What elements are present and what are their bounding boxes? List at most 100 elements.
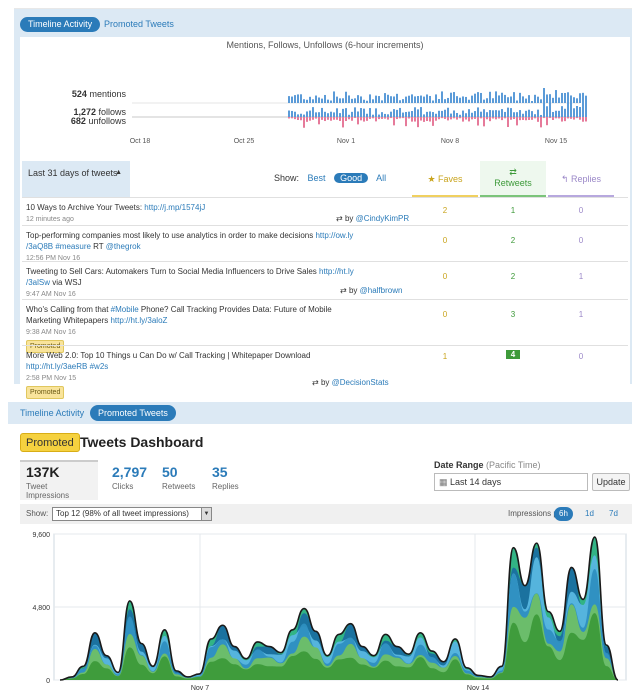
update-button[interactable]: Update	[592, 473, 630, 491]
follows-bar	[321, 107, 323, 117]
unfollows-bar	[546, 117, 548, 126]
tweet-link[interactable]: http://ht.ly/3aeRB #w2s	[26, 362, 109, 371]
unfollows-bar	[498, 117, 500, 119]
calendar-icon: ▦	[439, 477, 448, 487]
unfollows-bar	[300, 117, 302, 121]
mentions-bar	[438, 98, 440, 103]
tweet-text: More Web 2.0: Top 10 Things u Can Do w/ …	[26, 350, 366, 399]
follows-bar	[393, 109, 395, 117]
unfollows-bar	[312, 117, 314, 120]
mentions-bar	[369, 94, 371, 103]
mentions-bar	[462, 96, 464, 103]
follows-bar	[453, 110, 455, 117]
filter-good[interactable]: Good	[334, 173, 369, 183]
tweet-link[interactable]: http://ht.ly/3aloZ	[110, 316, 168, 325]
column-retweets[interactable]: ⇄ Retweets	[480, 161, 546, 197]
mention-link[interactable]: @thegrok	[105, 242, 141, 251]
date-range-label: Date Range (Pacific Time)	[434, 460, 541, 470]
tweet-link[interactable]: http://j.mp/1574jJ	[144, 203, 206, 212]
follows-bar	[327, 113, 329, 117]
retweet-icon: ⇄	[509, 167, 517, 177]
mentions-bar	[492, 98, 494, 103]
retweets-count: 2	[510, 272, 516, 281]
retweeter-link[interactable]: @halfbrown	[359, 286, 403, 295]
mentions-bar	[378, 96, 380, 103]
tweet-time: 9:38 AM Nov 16	[26, 329, 76, 336]
unfollows-bar	[294, 117, 296, 120]
column-replies[interactable]: ↰ Replies	[548, 161, 614, 197]
date-range-input[interactable]: ▦ Last 14 days	[434, 473, 588, 491]
filter-best[interactable]: Best	[307, 173, 326, 183]
mentions-bar	[477, 92, 479, 103]
mentions-bar	[501, 92, 503, 103]
tweet-time: 12:56 PM Nov 16	[26, 255, 81, 262]
tab-timeline-activity-bottom[interactable]: Timeline Activity	[20, 408, 85, 418]
mentions-bar	[366, 100, 368, 103]
mentions-bar	[429, 95, 431, 103]
mentions-bar	[288, 96, 290, 103]
filter-all[interactable]: All	[376, 173, 387, 183]
unfollows-bar	[444, 117, 446, 119]
unfollows-bar	[354, 117, 356, 119]
follows-bar	[558, 110, 560, 117]
follows-bar	[414, 107, 416, 117]
x-tick-label: Nov 8	[441, 138, 459, 145]
retweeter-link[interactable]: @DecisionStats	[331, 378, 389, 387]
retweeter-link[interactable]: @CindyKimPR	[355, 214, 410, 223]
replies-count: 0	[578, 206, 584, 215]
follows-bar	[561, 106, 563, 117]
follows-bar	[420, 107, 422, 117]
mentions-bar	[330, 100, 332, 103]
tweet-link[interactable]: http://ht.ly /3alSw	[26, 267, 354, 287]
follows-bar	[366, 113, 368, 117]
tab-promoted-tweets[interactable]: Promoted Tweets	[104, 19, 174, 29]
faves-count: 2	[442, 206, 448, 215]
period-7d[interactable]: 7d	[609, 509, 618, 518]
mentions-bar	[300, 94, 302, 103]
mentions-bar	[567, 92, 569, 103]
unfollows-bar	[483, 117, 485, 127]
follows-bar	[417, 109, 419, 117]
tab-timeline-activity[interactable]: Timeline Activity	[20, 17, 101, 32]
kpi-clicks[interactable]: 2,797 Clicks	[112, 464, 148, 491]
mentions-bar	[471, 95, 473, 103]
range-selector[interactable]: Last 31 days of tweets ▲	[22, 161, 130, 197]
mentions-bar	[447, 97, 449, 103]
follows-bar	[567, 102, 569, 117]
tab-promoted-tweets-bottom[interactable]: Promoted Tweets	[90, 405, 176, 421]
unfollows-bar	[426, 117, 428, 122]
unfollows-bar	[564, 117, 566, 122]
y-tick-label: 4,800	[32, 605, 50, 612]
hashtag-link[interactable]: #Mobile	[110, 305, 139, 314]
unfollows-bar	[414, 117, 416, 122]
mentions-bar	[456, 96, 458, 103]
mentions-bar	[339, 98, 341, 103]
faves-count: 0	[442, 310, 448, 319]
promoted-chip: Promoted	[26, 386, 65, 399]
period-6h[interactable]: 6h	[554, 507, 573, 521]
unfollows-bar	[339, 117, 341, 121]
mentions-bar	[414, 96, 416, 103]
follows-bar	[381, 112, 383, 117]
period-1d[interactable]: 1d	[585, 509, 594, 518]
mentions-bar	[513, 92, 515, 103]
retweets-count-highlight: 4	[480, 350, 546, 359]
tweet-link[interactable]: http://ow.ly /3aQ8B #measure	[26, 231, 354, 251]
mentions-bar	[408, 95, 410, 103]
kpi-retweets[interactable]: 50 Retweets	[162, 464, 196, 491]
kpi-impressions[interactable]: 137K Tweet Impressions	[20, 460, 98, 500]
faves-count: 1	[442, 352, 448, 361]
kpi-replies[interactable]: 35 Replies	[212, 464, 239, 491]
column-faves[interactable]: ★ Faves	[412, 161, 478, 197]
unfollows-bar	[369, 117, 371, 119]
unfollows-bar	[315, 117, 317, 119]
top-tweets-select[interactable]: Top 12 (98% of all tweet impressions) ▼	[52, 507, 212, 521]
mentions-bar	[435, 94, 437, 103]
follows-bar	[528, 109, 530, 117]
follows-bar	[570, 101, 572, 117]
follows-bar	[306, 111, 308, 117]
mentions-bar	[312, 99, 314, 103]
reply-icon: ↰	[560, 174, 569, 184]
unfollows-bar	[438, 117, 440, 120]
unfollows-bar	[573, 117, 575, 120]
